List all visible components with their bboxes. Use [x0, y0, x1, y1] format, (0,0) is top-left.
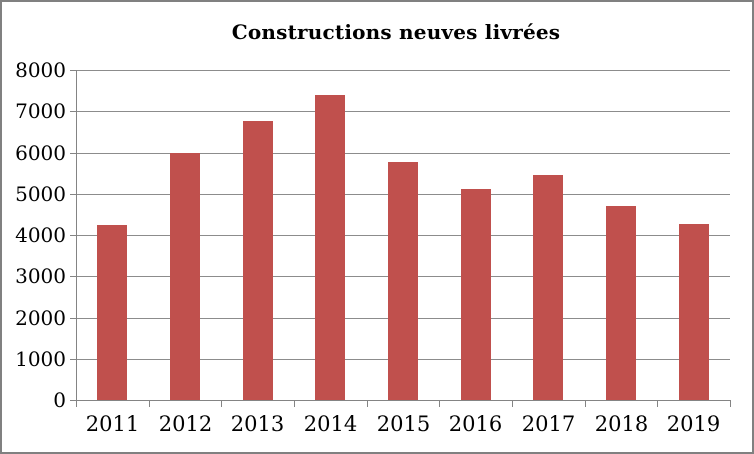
x-axis-tick-1 [149, 401, 150, 407]
y-axis-label-2000: 2000 [15, 306, 66, 330]
chart-title: Constructions neuves livrées [231, 20, 561, 44]
x-axis-tick-0 [76, 401, 77, 407]
x-axis-label-2013: 2013 [230, 412, 285, 436]
y-axis-tick-4000 [70, 235, 76, 236]
x-axis-tick-2 [221, 401, 222, 407]
y-axis-tick-7000 [70, 111, 76, 112]
x-axis-label-2017: 2017 [521, 412, 576, 436]
x-axis-label-2016: 2016 [448, 412, 503, 436]
x-axis-label-2012: 2012 [158, 412, 213, 436]
bar-2017 [533, 175, 563, 400]
y-axis-tick-2000 [70, 318, 76, 319]
y-axis-label-0: 0 [53, 388, 66, 412]
y-axis-tick-5000 [70, 194, 76, 195]
x-axis-tick-9 [730, 401, 731, 407]
y-axis-label-4000: 4000 [15, 223, 66, 247]
x-axis-label-2018: 2018 [594, 412, 649, 436]
bar-2018 [606, 206, 636, 400]
y-axis-tick-6000 [70, 153, 76, 154]
y-axis-label-6000: 6000 [15, 141, 66, 165]
bar-2013 [243, 121, 273, 400]
bar-2011 [97, 225, 127, 400]
y-axis-tick-1000 [70, 359, 76, 360]
y-axis-label-3000: 3000 [15, 264, 66, 288]
bar-2015 [388, 162, 418, 400]
x-axis-tick-8 [657, 401, 658, 407]
x-axis-tick-5 [439, 401, 440, 407]
y-axis-tick-0 [70, 400, 76, 401]
y-axis-label-1000: 1000 [15, 347, 66, 371]
x-axis-label-2019: 2019 [666, 412, 721, 436]
x-axis-label-2014: 2014 [303, 412, 358, 436]
bar-2016 [461, 189, 491, 400]
gridline-y-8000 [76, 70, 730, 71]
x-axis-tick-6 [512, 401, 513, 407]
y-axis-tick-3000 [70, 276, 76, 277]
bar-2014 [315, 95, 345, 400]
gridline-y-7000 [76, 111, 730, 112]
x-axis-tick-3 [294, 401, 295, 407]
x-axis-tick-7 [585, 401, 586, 407]
y-axis-tick-8000 [70, 70, 76, 71]
x-axis-label-2011: 2011 [85, 412, 140, 436]
y-axis-label-8000: 8000 [15, 58, 66, 82]
x-axis-label-2015: 2015 [376, 412, 431, 436]
y-axis-line [76, 70, 77, 400]
y-axis-label-5000: 5000 [15, 182, 66, 206]
bar-2019 [679, 224, 709, 400]
gridline-y-6000 [76, 153, 730, 154]
x-axis-tick-4 [367, 401, 368, 407]
x-axis-line [76, 400, 731, 401]
y-axis-label-7000: 7000 [15, 99, 66, 123]
bar-2012 [170, 153, 200, 400]
